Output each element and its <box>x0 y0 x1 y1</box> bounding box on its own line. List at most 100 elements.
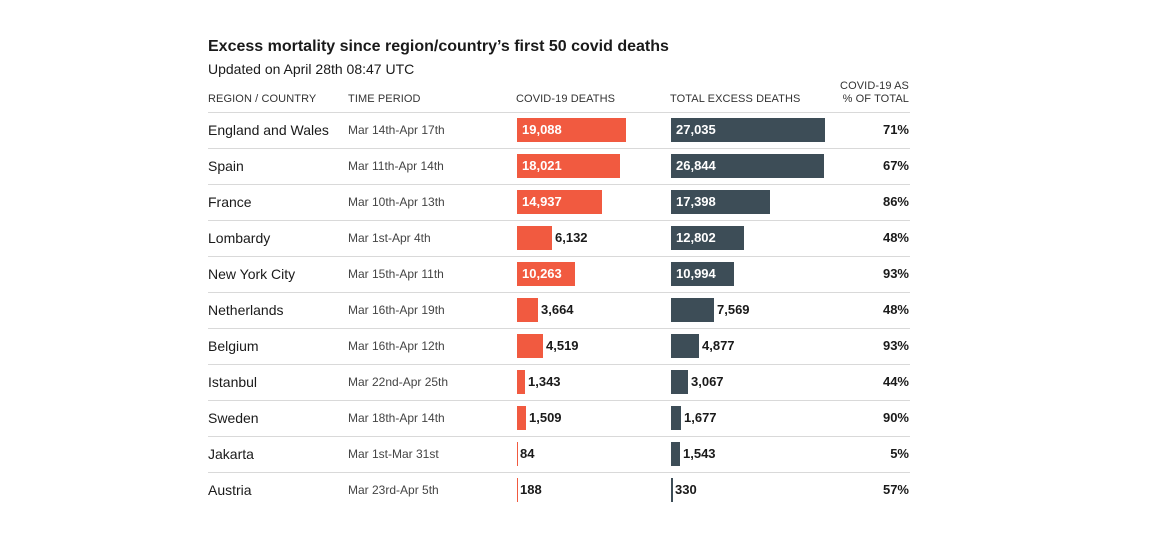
covid-share-pct: 93% <box>882 338 909 353</box>
excess-deaths-label: 1,677 <box>684 410 717 425</box>
excess-deaths-bar <box>671 262 734 286</box>
excess-deaths-label: 330 <box>675 482 697 497</box>
table-row: Belgium Mar 16th-Apr 12th 4,519 4,877 93% <box>208 328 910 364</box>
covid-share-pct: 5% <box>890 446 909 461</box>
covid-deaths-label: 188 <box>520 482 542 497</box>
region-name: Netherlands <box>208 302 284 318</box>
covid-deaths-label: 18,021 <box>522 158 562 173</box>
excess-deaths-bar <box>671 154 824 178</box>
covid-deaths-bar <box>517 154 620 178</box>
chart-subtitle: Updated on April 28th 08:47 UTC <box>208 61 415 77</box>
table-row: Netherlands Mar 16th-Apr 19th 3,664 7,569 48… <box>208 292 910 328</box>
covid-deaths-label: 14,937 <box>522 194 562 209</box>
excess-deaths-bar <box>671 226 744 250</box>
excess-deaths-label: 3,067 <box>691 374 724 389</box>
covid-share-pct: 48% <box>882 230 909 245</box>
row-divider <box>208 112 910 113</box>
region-name: Belgium <box>208 338 259 354</box>
table-row: Spain Mar 11th-Apr 14th 18,021 26,844 67% <box>208 148 910 184</box>
row-divider <box>208 436 910 437</box>
row-divider <box>208 256 910 257</box>
chart-title: Excess mortality since region/country’s … <box>208 38 669 55</box>
time-period: Mar 11th-Apr 14th <box>348 159 444 173</box>
covid-share-pct: 86% <box>882 194 909 209</box>
covid-share-pct: 57% <box>882 482 909 497</box>
table-row: France Mar 10th-Apr 13th 14,937 17,398 86% <box>208 184 910 220</box>
time-period: Mar 23rd-Apr 5th <box>348 483 439 497</box>
table-row: Lombardy Mar 1st-Apr 4th 6,132 12,802 48% <box>208 220 910 256</box>
row-divider <box>208 472 910 473</box>
row-divider <box>208 220 910 221</box>
time-period: Mar 16th-Apr 19th <box>348 303 445 317</box>
covid-deaths-label: 1,509 <box>529 410 562 425</box>
header-period: TIME PERIOD <box>348 93 421 105</box>
row-divider <box>208 148 910 149</box>
excess-deaths-bar <box>671 478 673 502</box>
region-name: Austria <box>208 482 252 498</box>
time-period: Mar 10th-Apr 13th <box>348 195 445 209</box>
covid-deaths-label: 84 <box>520 446 535 461</box>
covid-deaths-label: 10,263 <box>522 266 562 281</box>
excess-deaths-bar <box>671 442 680 466</box>
time-period: Mar 1st-Mar 31st <box>348 447 439 461</box>
covid-deaths-bar <box>517 370 525 394</box>
covid-deaths-bar <box>517 262 575 286</box>
covid-share-pct: 71% <box>882 122 909 137</box>
region-name: England and Wales <box>208 122 329 138</box>
header-pct: COVID-19 AS % OF TOTAL <box>840 80 909 106</box>
excess-deaths-label: 4,877 <box>702 338 735 353</box>
region-name: Sweden <box>208 410 259 426</box>
header-excess: TOTAL EXCESS DEATHS <box>670 93 801 105</box>
covid-deaths-bar <box>517 118 626 142</box>
table-row: Istanbul Mar 22nd-Apr 25th 1,343 3,067 44% <box>208 364 910 400</box>
region-name: Jakarta <box>208 446 254 462</box>
covid-deaths-bar <box>517 226 552 250</box>
table-row: Jakarta Mar 1st-Mar 31st 84 1,543 5% <box>208 436 910 472</box>
region-name: New York City <box>208 266 296 282</box>
covid-deaths-label: 3,664 <box>541 302 574 317</box>
row-divider <box>208 400 910 401</box>
header-region: REGION / COUNTRY <box>208 93 317 105</box>
header-pct-line2: % OF TOTAL <box>842 93 909 105</box>
excess-deaths-bar <box>671 298 714 322</box>
covid-deaths-bar <box>517 190 602 214</box>
table-row: Austria Mar 23rd-Apr 5th 188 330 57% <box>208 472 910 508</box>
table-row: New York City Mar 15th-Apr 11th 10,263 10,9… <box>208 256 910 292</box>
region-name: Lombardy <box>208 230 271 246</box>
row-divider <box>208 184 910 185</box>
row-divider <box>208 328 910 329</box>
covid-share-pct: 44% <box>882 374 909 389</box>
time-period: Mar 18th-Apr 14th <box>348 411 445 425</box>
covid-deaths-bar <box>517 406 526 430</box>
region-name: Istanbul <box>208 374 258 390</box>
region-name: France <box>208 194 252 210</box>
time-period: Mar 16th-Apr 12th <box>348 339 445 353</box>
covid-share-pct: 48% <box>882 302 909 317</box>
excess-deaths-bar <box>671 190 770 214</box>
excess-deaths-bar <box>671 406 681 430</box>
excess-deaths-label: 1,543 <box>683 446 716 461</box>
covid-share-pct: 67% <box>882 158 909 173</box>
covid-deaths-label: 1,343 <box>528 374 561 389</box>
table-row: Sweden Mar 18th-Apr 14th 1,509 1,677 90% <box>208 400 910 436</box>
excess-deaths-label: 17,398 <box>676 194 716 209</box>
excess-deaths-label: 27,035 <box>676 122 716 137</box>
excess-deaths-bar <box>671 370 688 394</box>
covid-deaths-bar <box>517 334 543 358</box>
excess-deaths-label: 12,802 <box>676 230 716 245</box>
excess-deaths-label: 26,844 <box>676 158 716 173</box>
row-divider <box>208 364 910 365</box>
excess-deaths-label: 7,569 <box>717 302 750 317</box>
covid-share-pct: 93% <box>882 266 909 281</box>
excess-deaths-bar <box>671 334 699 358</box>
covid-deaths-bar <box>517 298 538 322</box>
excess-deaths-label: 10,994 <box>676 266 716 281</box>
covid-deaths-bar <box>517 478 518 502</box>
covid-deaths-label: 4,519 <box>546 338 579 353</box>
header-pct-line1: COVID-19 AS <box>840 80 909 92</box>
header-covid: COVID-19 DEATHS <box>516 93 616 105</box>
time-period: Mar 22nd-Apr 25th <box>348 375 449 389</box>
excess-deaths-bar <box>671 118 825 142</box>
covid-deaths-label: 19,088 <box>522 122 562 137</box>
covid-deaths-bar <box>517 442 518 466</box>
